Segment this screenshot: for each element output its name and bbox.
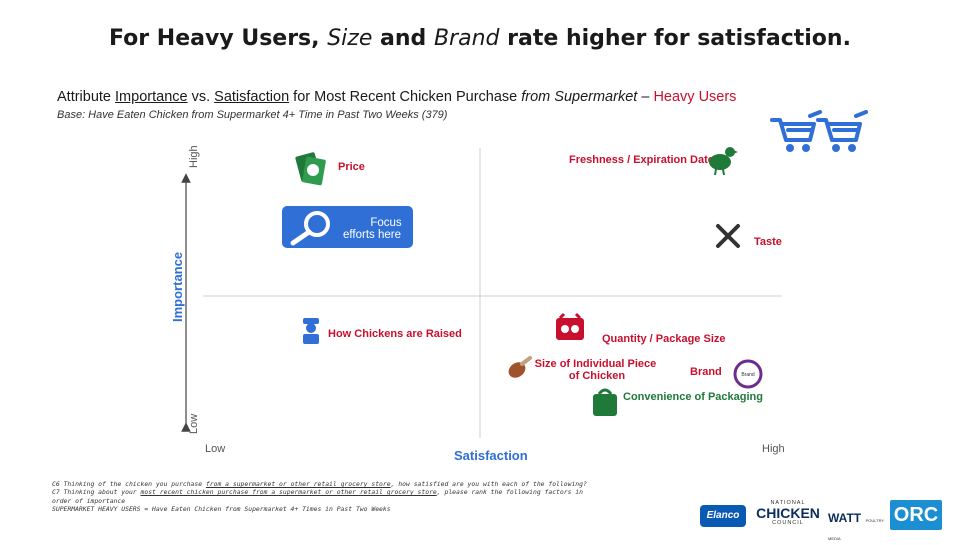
x-low-label: Low: [205, 443, 225, 455]
y-axis-title: Importance: [170, 252, 185, 322]
x-axis-title: Satisfaction: [454, 448, 528, 463]
elanco-logo: Elanco: [700, 505, 746, 527]
point-label-raised: How Chickens are Raised: [328, 328, 462, 340]
point-label-quantity: Quantity / Package Size: [602, 333, 726, 345]
point-label-taste: Taste: [754, 236, 782, 248]
package-icon: [556, 312, 584, 340]
watt-logo: WATT POULTRY MEDIA: [828, 511, 885, 541]
drumstick-icon: [508, 356, 532, 378]
magnifier-icon: [304, 211, 330, 237]
svg-text:Focus: Focus: [370, 217, 402, 229]
point-label-brand: Brand: [690, 366, 722, 378]
point-label-size: Size of Individual Piece of Chicken: [535, 358, 660, 382]
chicken-icon: [709, 147, 738, 176]
ncc-logo: NATIONAL CHICKEN COUNCIL: [756, 500, 820, 526]
footnotes: C6 Thinking of the chicken you purchase …: [52, 480, 587, 513]
svg-text:Brand: Brand: [741, 372, 755, 378]
point-label-price: Price: [338, 161, 365, 173]
svg-text:efforts here: efforts here: [343, 229, 401, 241]
farmer-icon: [303, 318, 319, 344]
orc-logo: ORC: [890, 500, 942, 530]
base-note: Base: Have Eaten Chicken from Supermarke…: [57, 109, 448, 121]
y-high-label: High: [188, 145, 200, 168]
brand-badge-icon: Brand: [733, 359, 763, 389]
y-low-label: Low: [188, 414, 200, 434]
focus-callout: Focus efforts here: [282, 206, 413, 248]
x-high-label: High: [762, 443, 785, 455]
page-title: For Heavy Users, Size and Brand rate hig…: [109, 26, 851, 51]
bag-icon: [593, 388, 617, 416]
point-label-freshness: Freshness / Expiration Date: [569, 154, 714, 166]
fork-knife-icon: [716, 224, 740, 248]
money-icon: [295, 152, 326, 186]
chart-subtitle: Attribute Importance vs. Satisfaction fo…: [57, 89, 737, 105]
shopping-carts-icon: [770, 110, 868, 152]
point-label-convenience: Convenience of Packaging: [623, 391, 763, 403]
